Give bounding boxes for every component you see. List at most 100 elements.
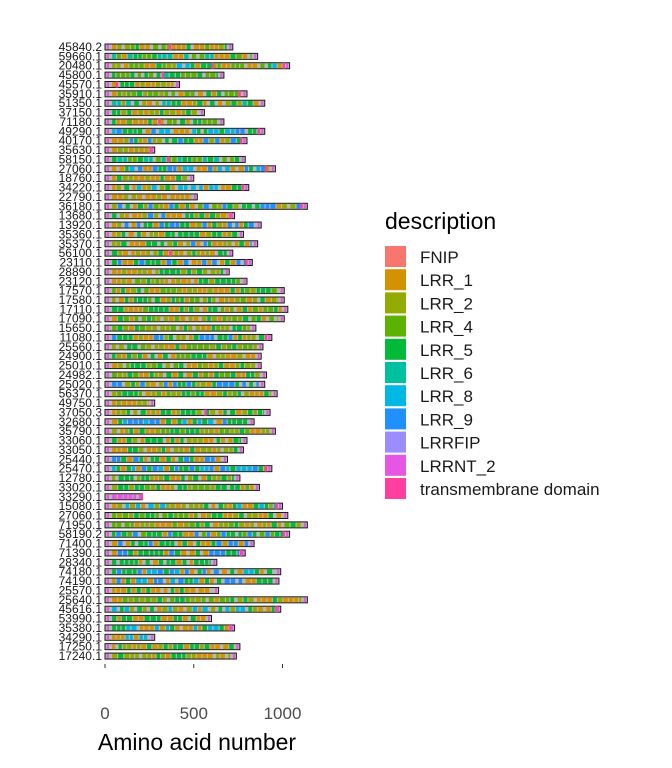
domain-LRR_1: [112, 587, 116, 593]
domain-LRR_2: [223, 447, 229, 453]
domain-LRR_5: [271, 522, 277, 528]
domain-LRR_2: [121, 409, 126, 415]
domain-LRR_1: [157, 606, 162, 612]
domain-LRR_5: [127, 110, 132, 116]
domain-LRR_1: [140, 241, 146, 247]
domain-LRR_5: [165, 231, 171, 237]
domain-LRR_8: [235, 606, 240, 612]
domain-LRR_6: [205, 53, 210, 59]
domain-LRR_1: [188, 625, 193, 631]
domain-LRR_5: [148, 222, 153, 228]
protein-track: [104, 43, 234, 51]
domain-LRR_4: [191, 53, 197, 59]
domain-LRR_1: [194, 138, 199, 144]
domain-LRR_4: [269, 316, 274, 322]
domain-LRR_5: [145, 475, 150, 481]
domain-transmembrane: [300, 203, 303, 210]
domain-LRRNT_2: [106, 222, 109, 228]
domain-LRR_2: [196, 409, 202, 415]
domain-LRR_9: [233, 541, 238, 547]
domain-LRRNT_2: [106, 91, 109, 97]
domain-LRR_4: [128, 156, 132, 162]
domain-LRR_4: [132, 156, 137, 162]
domain-LRR_1: [214, 44, 218, 50]
domain-LRR_1: [143, 119, 148, 125]
domain-LRR_1: [148, 166, 152, 172]
domain-LRR_1: [172, 372, 178, 378]
domain-LRR_5: [175, 597, 180, 603]
domain-LRR_9: [118, 541, 123, 547]
domain-LRR_6: [210, 53, 214, 59]
domain-LRR_5: [212, 222, 217, 228]
domain-LRR_2: [119, 344, 124, 350]
domain-LRR_8: [112, 128, 116, 134]
domain-LRR_5: [121, 531, 127, 537]
domain-LRR_4: [225, 372, 230, 378]
domain-LRR_4: [130, 44, 135, 50]
domain-LRR_5: [127, 353, 132, 359]
domain-LRR_9: [209, 550, 214, 556]
domain-LRR_4: [112, 513, 116, 518]
domain-LRR_9: [151, 128, 156, 134]
domain-LRR_1: [117, 438, 122, 444]
domain-LRRNT_2: [151, 147, 154, 153]
domain-LRR_9: [140, 381, 145, 387]
domain-LRR_2: [296, 522, 301, 528]
domain-LRR_2: [112, 297, 116, 303]
legend-item: transmembrane domain: [385, 478, 600, 499]
domain-LRR_5: [171, 297, 175, 303]
domain-LRR_5: [240, 363, 245, 369]
domain-LRR_8: [185, 63, 190, 69]
domain-LRR_9: [227, 222, 232, 228]
domain-LRR_9: [199, 334, 205, 340]
protein-label: 71400.1: [59, 537, 103, 551]
domain-LRR_8: [176, 63, 182, 69]
domain-LRR_5: [207, 475, 212, 481]
protein-label: 37150.1: [59, 106, 103, 120]
protein-label: 32680.1: [59, 415, 103, 429]
domain-LRR_1: [180, 194, 185, 200]
domain-LRR_2: [122, 269, 127, 275]
domain-LRR_5: [162, 166, 167, 172]
domain-LRR_9: [223, 381, 229, 387]
domain-LRRNT_2: [263, 372, 266, 378]
domain-LRR_1: [201, 475, 207, 481]
domain-LRRNT_2: [106, 231, 109, 237]
domain-LRRNT_2: [273, 391, 276, 397]
domain-LRR_1: [140, 438, 145, 444]
domain-LRR_2: [116, 400, 121, 406]
domain-LRR_8: [208, 625, 213, 631]
domain-LRR_4: [190, 91, 195, 97]
domain-LRR_1: [144, 372, 149, 378]
protein-labels: 45840.259660.120480.145800.145570.135910…: [59, 40, 103, 663]
domain-LRR_2: [181, 503, 186, 509]
domain-LRR_5: [137, 288, 141, 294]
domain-LRR_1: [138, 616, 144, 622]
domain-LRR_4: [180, 428, 185, 434]
domain-LRR_4: [143, 306, 148, 312]
domain-LRR_1: [233, 334, 237, 340]
domain-LRR_2: [123, 325, 128, 331]
domain-LRR_1: [186, 119, 190, 125]
domain-LRR_2: [194, 503, 199, 509]
domain-LRR_4: [212, 203, 217, 209]
domain-LRR_1: [131, 587, 136, 593]
domain-LRR_1: [201, 250, 205, 256]
domain-transmembrane: [229, 624, 232, 631]
domain-LRR_1: [122, 353, 126, 359]
domain-LRR_5: [159, 550, 163, 556]
domain-LRR_5: [127, 372, 133, 378]
domain-LRR_5: [185, 409, 191, 415]
domain-LRR_9: [242, 381, 246, 387]
domain-LRR_8: [226, 466, 230, 472]
domain-LRR_5: [126, 569, 132, 575]
domain-LRR_2: [136, 381, 140, 387]
domain-LRR_5: [180, 409, 185, 415]
domain-LRR_2: [230, 606, 235, 612]
domain-LRR_2: [199, 503, 203, 509]
protein-label: 49290.1: [59, 124, 103, 138]
domain-LRR_1: [169, 306, 174, 312]
domain-LRR_5: [137, 156, 143, 162]
domain-LRR_1: [112, 503, 117, 509]
domain-LRR_5: [232, 231, 237, 237]
